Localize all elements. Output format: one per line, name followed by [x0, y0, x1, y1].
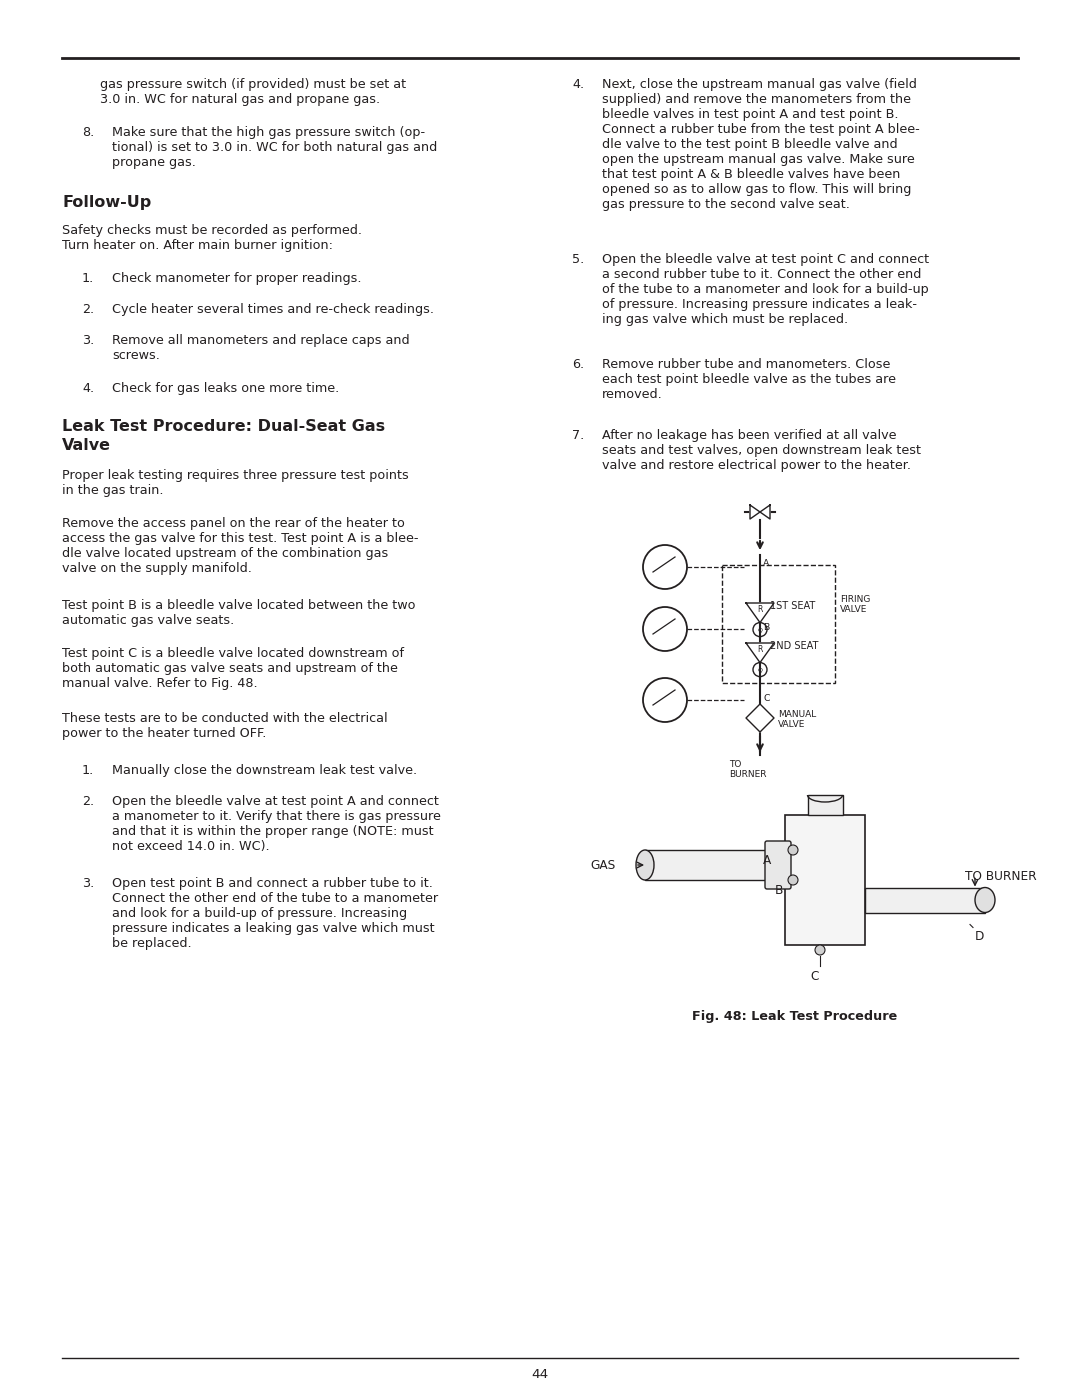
Text: Q: Q	[757, 627, 762, 631]
Text: Remove rubber tube and manometers. Close
each test point bleedle valve as the tu: Remove rubber tube and manometers. Close…	[602, 358, 896, 401]
Text: A: A	[762, 559, 769, 569]
Ellipse shape	[975, 887, 995, 912]
Text: TO BURNER: TO BURNER	[966, 869, 1037, 883]
Text: B: B	[762, 623, 769, 631]
Text: 2.: 2.	[82, 303, 94, 316]
Text: Check for gas leaks one more time.: Check for gas leaks one more time.	[112, 381, 339, 395]
Text: 3.: 3.	[82, 877, 94, 890]
Text: Open the bleedle valve at test point A and connect
a manometer to it. Verify tha: Open the bleedle valve at test point A a…	[112, 795, 441, 854]
Text: 8.: 8.	[82, 126, 94, 138]
Polygon shape	[746, 604, 774, 623]
Text: B: B	[775, 884, 783, 897]
Text: R: R	[757, 605, 762, 615]
Text: 4.: 4.	[572, 78, 584, 91]
Text: TO
BURNER: TO BURNER	[729, 760, 767, 780]
Text: Check manometer for proper readings.: Check manometer for proper readings.	[112, 272, 362, 285]
Text: Manually close the downstream leak test valve.: Manually close the downstream leak test …	[112, 764, 417, 777]
Text: C: C	[762, 694, 769, 703]
Text: 4.: 4.	[82, 381, 94, 395]
Polygon shape	[746, 643, 774, 662]
Text: D: D	[975, 929, 984, 943]
Text: GAS: GAS	[590, 859, 616, 872]
Text: 6.: 6.	[572, 358, 584, 372]
Bar	[808, 795, 842, 814]
Text: Leak Test Procedure: Dual-Seat Gas: Leak Test Procedure: Dual-Seat Gas	[62, 419, 386, 434]
Text: Remove all manometers and replace caps and
screws.: Remove all manometers and replace caps a…	[112, 334, 409, 362]
Text: Safety checks must be recorded as performed.
Turn heater on. After main burner i: Safety checks must be recorded as perfor…	[62, 224, 362, 251]
Text: 3.: 3.	[82, 334, 94, 346]
Text: Next, close the upstream manual gas valve (field
supplied) and remove the manome: Next, close the upstream manual gas valv…	[602, 78, 920, 211]
Text: 7.: 7.	[572, 429, 584, 441]
Text: 2.: 2.	[82, 795, 94, 807]
Text: 2ND SEAT: 2ND SEAT	[770, 641, 819, 651]
Text: Open the bleedle valve at test point C and connect
a second rubber tube to it. C: Open the bleedle valve at test point C a…	[602, 253, 929, 326]
Text: gas pressure switch (if provided) must be set at
3.0 in. WC for natural gas and : gas pressure switch (if provided) must b…	[100, 78, 406, 106]
Text: Proper leak testing requires three pressure test points
in the gas train.: Proper leak testing requires three press…	[62, 469, 408, 497]
Text: Q: Q	[757, 668, 762, 672]
Text: Make sure that the high gas pressure switch (op-
tional) is set to 3.0 in. WC fo: Make sure that the high gas pressure swi…	[112, 126, 437, 169]
Text: 44: 44	[531, 1368, 549, 1382]
Bar	[785, 814, 865, 944]
Text: C: C	[811, 970, 820, 983]
Circle shape	[788, 875, 798, 886]
Bar	[723, 564, 835, 683]
Text: Cycle heater several times and re-check readings.: Cycle heater several times and re-check …	[112, 303, 434, 316]
Text: FIRING
VALVE: FIRING VALVE	[840, 595, 870, 615]
Text: Follow-Up: Follow-Up	[62, 196, 151, 210]
Text: R: R	[757, 645, 762, 655]
Text: These tests are to be conducted with the electrical
power to the heater turned O: These tests are to be conducted with the…	[62, 712, 388, 740]
Polygon shape	[746, 704, 774, 732]
Bar	[645, 849, 785, 880]
Circle shape	[815, 944, 825, 956]
Polygon shape	[750, 504, 760, 520]
Polygon shape	[760, 504, 770, 520]
Text: 5.: 5.	[572, 253, 584, 265]
Ellipse shape	[636, 849, 654, 880]
Text: Test point B is a bleedle valve located between the two
automatic gas valve seat: Test point B is a bleedle valve located …	[62, 599, 416, 627]
Text: After no leakage has been verified at all valve
seats and test valves, open down: After no leakage has been verified at al…	[602, 429, 921, 472]
Text: Remove the access panel on the rear of the heater to
access the gas valve for th: Remove the access panel on the rear of t…	[62, 517, 419, 576]
Text: 1.: 1.	[82, 272, 94, 285]
Text: MANUAL
VALVE: MANUAL VALVE	[778, 710, 816, 729]
Text: A: A	[762, 854, 771, 868]
Text: Fig. 48: Leak Test Procedure: Fig. 48: Leak Test Procedure	[692, 1010, 897, 1023]
Text: 1ST SEAT: 1ST SEAT	[770, 601, 815, 610]
Text: Test point C is a bleedle valve located downstream of
both automatic gas valve s: Test point C is a bleedle valve located …	[62, 647, 404, 690]
Circle shape	[788, 845, 798, 855]
Text: Valve: Valve	[62, 439, 111, 453]
Bar	[865, 887, 985, 912]
Text: Open test point B and connect a rubber tube to it.
Connect the other end of the : Open test point B and connect a rubber t…	[112, 877, 438, 950]
Text: 1.: 1.	[82, 764, 94, 777]
FancyBboxPatch shape	[765, 841, 791, 888]
